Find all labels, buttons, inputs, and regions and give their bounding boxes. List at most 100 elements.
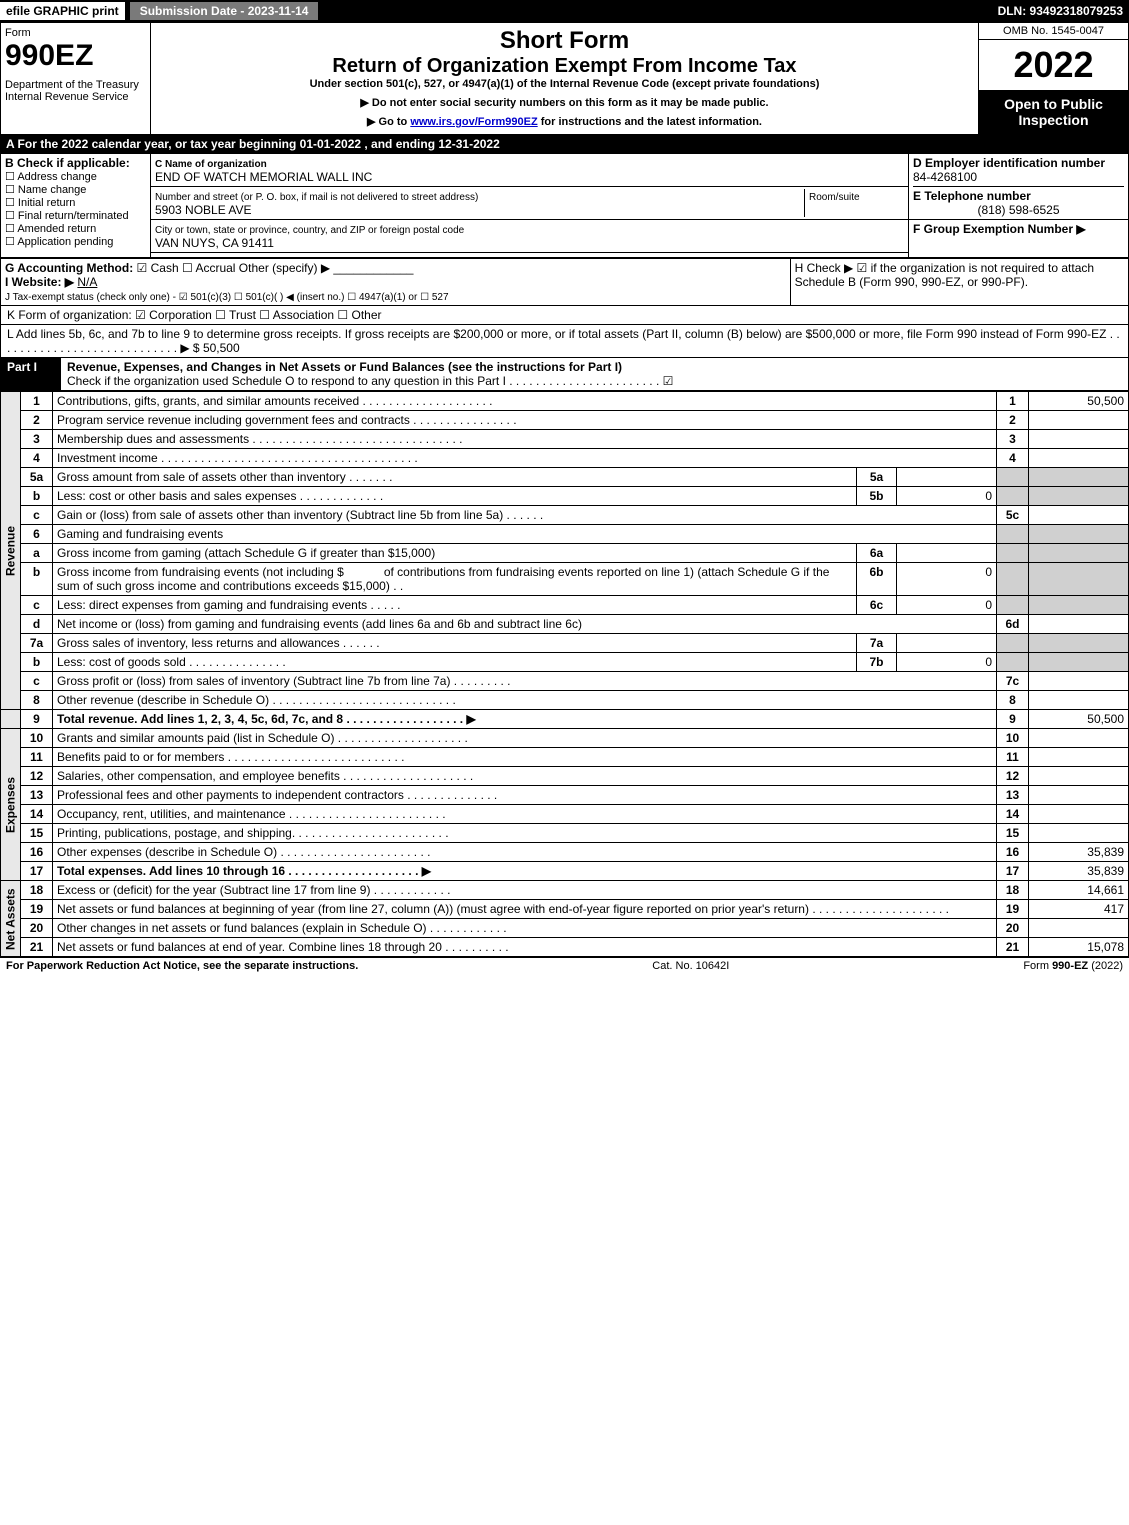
l15-num: 15	[21, 824, 53, 843]
l10-num: 10	[21, 729, 53, 748]
cat-no: Cat. No. 10642I	[652, 960, 729, 972]
chk-accrual[interactable]: Accrual	[182, 261, 235, 275]
l5a-desc: Gross amount from sale of assets other t…	[53, 468, 857, 487]
goto-pre: ▶ Go to	[367, 116, 410, 128]
l7b-box	[997, 653, 1029, 672]
l5b-num: b	[21, 487, 53, 506]
l11-amt	[1029, 748, 1129, 767]
l6b-num: b	[21, 563, 53, 596]
chk-cash[interactable]: Cash	[137, 261, 179, 275]
c-label: C Name of organization	[155, 159, 267, 170]
omb-number: OMB No. 1545-0047	[979, 23, 1128, 40]
paperwork-notice: For Paperwork Reduction Act Notice, see …	[6, 960, 358, 972]
spacer	[151, 253, 909, 258]
g-label: G Accounting Method:	[5, 261, 133, 275]
l3-desc: Membership dues and assessments . . . . …	[53, 430, 997, 449]
d-label: D Employer identification number	[913, 156, 1105, 170]
f-label: F Group Exemption Number ▶	[913, 222, 1086, 236]
expenses-section-label: Expenses	[1, 729, 21, 881]
l16-num: 16	[21, 843, 53, 862]
l12-amt	[1029, 767, 1129, 786]
l14-desc: Occupancy, rent, utilities, and maintena…	[53, 805, 997, 824]
line-h: H Check ▶ ☑ if the organization is not r…	[790, 259, 1128, 306]
l18-num: 18	[21, 881, 53, 900]
l19-desc: Net assets or fund balances at beginning…	[53, 900, 997, 919]
l12-box: 12	[997, 767, 1029, 786]
irs-link[interactable]: www.irs.gov/Form990EZ	[410, 116, 537, 128]
l9-num: 9	[21, 710, 53, 729]
chk-initial-return[interactable]: Initial return	[5, 196, 146, 209]
form-label: Form	[5, 27, 146, 39]
l21-amt: 15,078	[1029, 938, 1129, 957]
l20-amt	[1029, 919, 1129, 938]
chk-amended-return[interactable]: Amended return	[5, 222, 146, 235]
l15-box: 15	[997, 824, 1029, 843]
l2-desc: Program service revenue including govern…	[53, 411, 997, 430]
l8-num: 8	[21, 691, 53, 710]
tax-year: 2022	[979, 40, 1128, 90]
form-header: Form 990EZ Department of the Treasury In…	[0, 22, 1129, 135]
l1-box: 1	[997, 392, 1029, 411]
l8-amt	[1029, 691, 1129, 710]
room-label: Room/suite	[809, 192, 860, 203]
l6c-miniamt: 0	[897, 596, 997, 615]
l7a-desc: Gross sales of inventory, less returns a…	[53, 634, 857, 653]
l13-amt	[1029, 786, 1129, 805]
l1-desc: Contributions, gifts, grants, and simila…	[53, 392, 997, 411]
l5b-box	[997, 487, 1029, 506]
l6a-desc: Gross income from gaming (attach Schedul…	[53, 544, 857, 563]
l4-desc: Investment income . . . . . . . . . . . …	[53, 449, 997, 468]
l7a-amt	[1029, 634, 1129, 653]
dln-number: DLN: 93492318079253	[998, 4, 1129, 18]
l11-desc: Benefits paid to or for members . . . . …	[53, 748, 997, 767]
form-ref: Form 990-EZ (2022)	[1023, 960, 1123, 972]
do-not-enter-ssn: ▶ Do not enter social security numbers o…	[155, 96, 974, 109]
l15-desc: Printing, publications, postage, and shi…	[53, 824, 997, 843]
chk-address-change[interactable]: Address change	[5, 170, 146, 183]
org-name: END OF WATCH MEMORIAL WALL INC	[155, 170, 372, 184]
l6c-amt	[1029, 596, 1129, 615]
l5c-box: 5c	[997, 506, 1029, 525]
chk-application-pending[interactable]: Application pending	[5, 235, 146, 248]
chk-name-change[interactable]: Name change	[5, 183, 146, 196]
part-i-label: Part I	[1, 358, 61, 390]
l13-box: 13	[997, 786, 1029, 805]
l16-amt: 35,839	[1029, 843, 1129, 862]
l4-amt	[1029, 449, 1129, 468]
efile-graphic-print: efile GRAPHIC print	[0, 2, 125, 20]
l17-amt: 35,839	[1029, 862, 1129, 881]
header-middle: Short Form Return of Organization Exempt…	[151, 23, 978, 134]
line-a-calendar-year: A For the 2022 calendar year, or tax yea…	[0, 135, 1129, 153]
chk-other[interactable]: Other (specify) ▶	[239, 261, 330, 275]
l6d-box: 6d	[997, 615, 1029, 634]
l5b-amt	[1029, 487, 1129, 506]
l19-box: 19	[997, 900, 1029, 919]
l6a-num: a	[21, 544, 53, 563]
l9-desc: Total revenue. Add lines 1, 2, 3, 4, 5c,…	[53, 710, 997, 729]
l5a-num: 5a	[21, 468, 53, 487]
chk-final-return[interactable]: Final return/terminated	[5, 209, 146, 222]
l17-num: 17	[21, 862, 53, 881]
l10-box: 10	[997, 729, 1029, 748]
l8-box: 8	[997, 691, 1029, 710]
l6-box	[997, 525, 1029, 544]
l20-box: 20	[997, 919, 1029, 938]
l6b-mini: 6b	[857, 563, 897, 596]
l10-amt	[1029, 729, 1129, 748]
street-label: Number and street (or P. O. box, if mail…	[155, 192, 478, 203]
l5a-amt	[1029, 468, 1129, 487]
line-l: L Add lines 5b, 6c, and 7b to line 9 to …	[0, 325, 1129, 358]
l5c-desc: Gain or (loss) from sale of assets other…	[53, 506, 997, 525]
city-value: VAN NUYS, CA 91411	[155, 236, 274, 250]
l6c-desc: Less: direct expenses from gaming and fu…	[53, 596, 857, 615]
l6a-miniamt	[897, 544, 997, 563]
l21-box: 21	[997, 938, 1029, 957]
l6-num: 6	[21, 525, 53, 544]
i-label: I Website: ▶	[5, 275, 74, 289]
l2-num: 2	[21, 411, 53, 430]
entity-block: B Check if applicable: Address change Na…	[0, 153, 1129, 258]
website-value: N/A	[77, 275, 97, 289]
under-section: Under section 501(c), 527, or 4947(a)(1)…	[155, 78, 974, 90]
phone-value: (818) 598-6525	[913, 203, 1124, 217]
l17-desc: Total expenses. Add lines 10 through 16 …	[53, 862, 997, 881]
